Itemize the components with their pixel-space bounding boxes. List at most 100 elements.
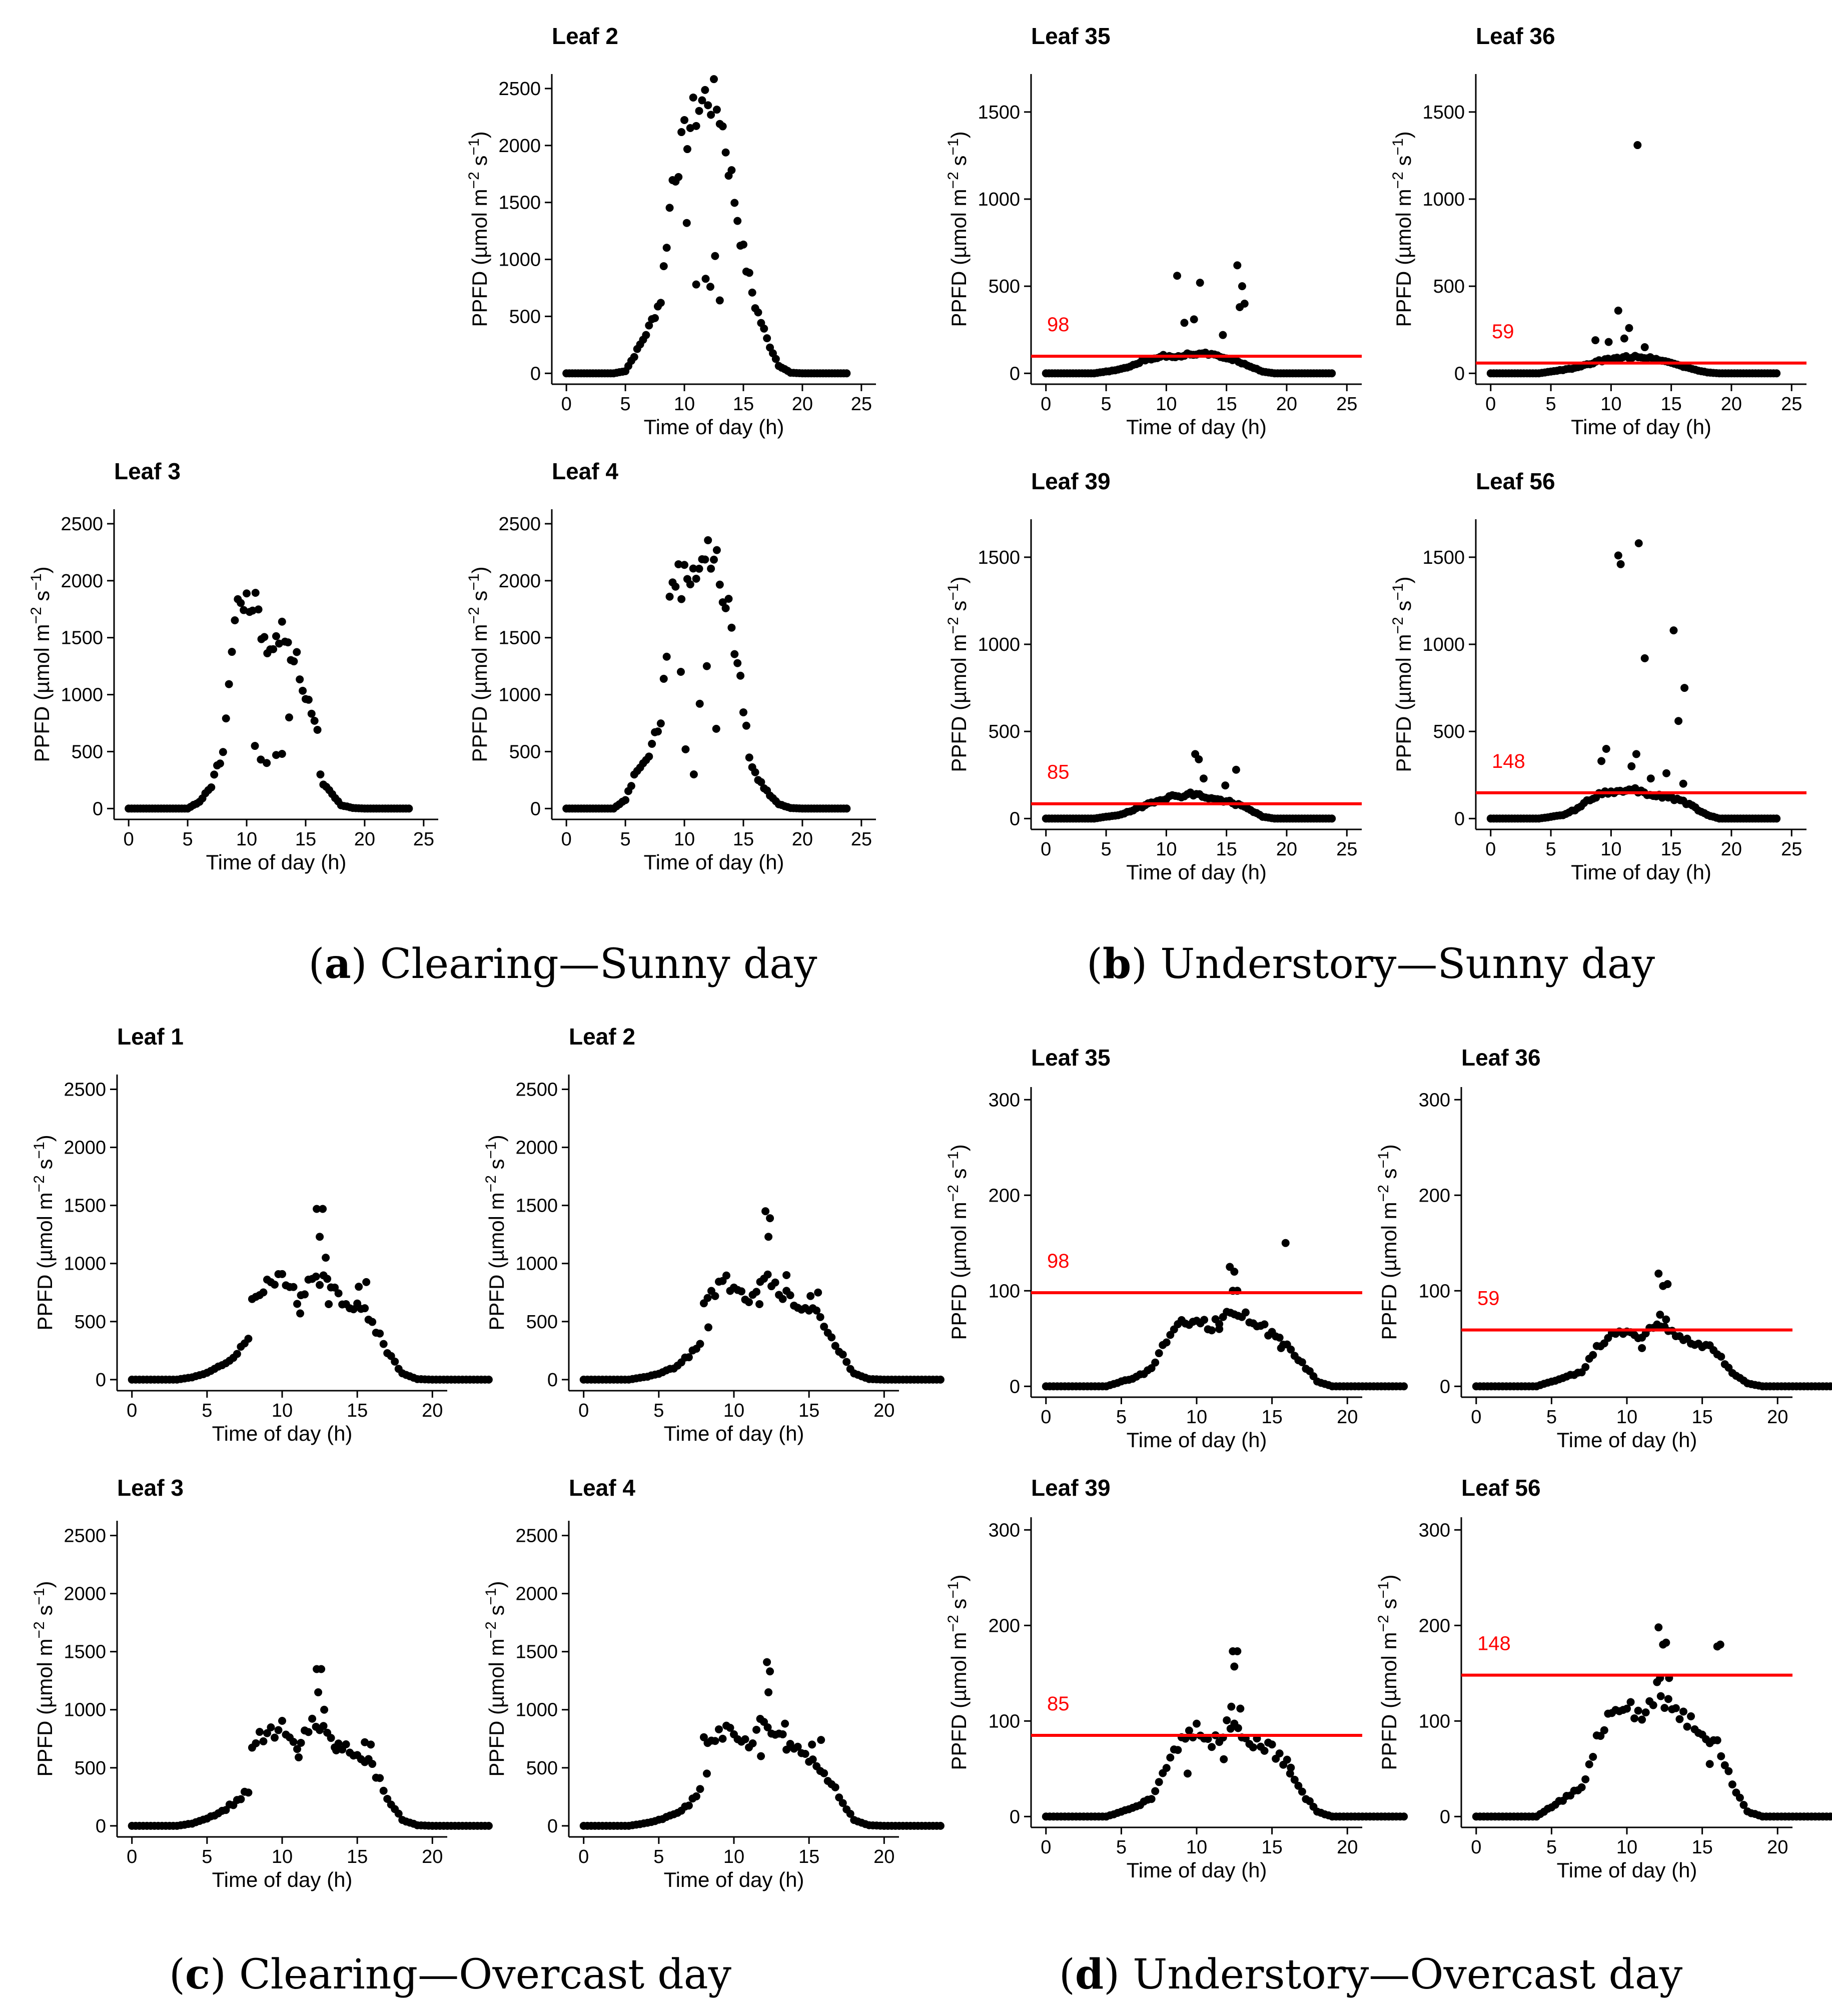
y-tick-label: 2000: [498, 136, 541, 157]
data-point: [662, 652, 671, 661]
data-point: [231, 616, 239, 625]
x-tick-label: 5: [1546, 1407, 1557, 1428]
data-point: [1646, 774, 1655, 783]
y-axis-label: PPFD (µmol m−2 s−1): [945, 1574, 971, 1770]
y-tick-label: 1500: [64, 1196, 106, 1217]
data-point: [1162, 1764, 1171, 1772]
y-axis-label: PPFD (µmol m−2 s−1): [466, 131, 492, 327]
data-point: [718, 1734, 727, 1743]
x-tick-label: 10: [272, 1846, 293, 1867]
data-point: [1298, 1358, 1306, 1367]
data-point: [817, 1736, 825, 1744]
data-point: [296, 1309, 305, 1318]
data-point: [1281, 1239, 1290, 1247]
data-point: [334, 1289, 343, 1298]
data-point: [255, 1728, 264, 1736]
data-point: [361, 1738, 369, 1746]
y-tick-label: 100: [1419, 1281, 1450, 1302]
reference-line-label: 59: [1477, 1288, 1500, 1310]
x-tick-label: 25: [851, 829, 872, 850]
data-point: [367, 1740, 375, 1749]
data-point: [263, 1729, 271, 1737]
panel-b36: Leaf 36 0 500 1000 1500 0 5 10 15 20 25 Time of day…: [1390, 23, 1806, 439]
points: [1042, 750, 1336, 823]
data-point: [1634, 539, 1643, 547]
y-tick-label: 1000: [1422, 189, 1465, 210]
x-tick-label: 5: [202, 1400, 212, 1421]
y-axis-label: PPFD (µmol m−2 s−1): [1390, 576, 1416, 772]
data-point: [730, 199, 739, 207]
y-tick-label: 0: [530, 798, 541, 819]
y-tick-label: 0: [1454, 363, 1465, 384]
data-point: [1675, 1715, 1684, 1723]
data-point: [1208, 1743, 1216, 1751]
panel-title: Leaf 3: [114, 458, 181, 484]
y-tick-label: 1000: [498, 250, 541, 271]
data-point: [405, 804, 413, 813]
data-point: [712, 724, 720, 733]
data-point: [806, 1292, 815, 1300]
data-point: [733, 217, 742, 225]
data-point: [1581, 1775, 1590, 1783]
data-point: [1151, 1787, 1160, 1795]
panel-b39: Leaf 39 0 500 1000 1500 0 5 10 15 20 25 Time of day…: [945, 468, 1362, 884]
y-tick-label: 1000: [64, 1700, 106, 1721]
panel-a2: Leaf 2 0 500 1000 1500 2000 2500 0 5 10 15 20 25 Time…: [466, 23, 876, 439]
data-point: [1826, 1812, 1832, 1821]
data-point: [763, 1723, 772, 1731]
data-point: [1249, 1743, 1257, 1751]
data-point: [314, 1688, 323, 1696]
data-point: [1200, 1316, 1209, 1324]
data-point: [1151, 1358, 1160, 1367]
panel-a3: Leaf 3 0 500 1000 1500 2000 2500 0 5 10 15 20 25 Time…: [28, 458, 438, 874]
data-point: [1275, 1749, 1284, 1758]
x-tick-label: 10: [272, 1400, 293, 1421]
y-tick-label: 0: [1440, 1376, 1450, 1397]
data-point: [760, 324, 768, 333]
panel-title: Leaf 36: [1461, 1045, 1541, 1071]
y-tick-label: 200: [989, 1185, 1020, 1206]
data-point: [1400, 1812, 1408, 1821]
data-point: [1683, 1722, 1691, 1731]
data-point: [319, 1205, 327, 1213]
data-point: [1230, 1268, 1239, 1276]
data-point: [289, 1283, 298, 1291]
data-point: [332, 1746, 341, 1754]
data-point: [299, 686, 307, 695]
data-point: [1830, 1383, 1832, 1390]
data-point: [684, 1801, 693, 1810]
y-tick-label: 0: [1440, 1806, 1450, 1827]
x-tick-label: 5: [1101, 839, 1111, 860]
data-point: [786, 1291, 794, 1300]
data-point: [724, 594, 733, 603]
data-point: [310, 716, 319, 725]
panel-c1: Leaf 1 0 500 1000 1500 2000 2500 0 5 10 15 20 Time o…: [31, 1024, 493, 1445]
x-tick-label: 5: [1116, 1837, 1127, 1858]
data-point: [222, 714, 230, 723]
data-point: [695, 107, 703, 115]
data-point: [1589, 1351, 1597, 1359]
x-tick-label: 20: [873, 1400, 894, 1421]
data-point: [322, 1254, 330, 1262]
data-point: [696, 1340, 704, 1348]
y-tick-label: 1500: [498, 193, 541, 214]
data-point: [1185, 1726, 1193, 1735]
data-point: [831, 1342, 839, 1350]
points: [1486, 539, 1781, 823]
x-tick-label: 15: [1216, 394, 1237, 415]
data-point: [1208, 1326, 1216, 1335]
data-point: [1180, 319, 1189, 327]
y-axis-label: PPFD (µmol m−2 s−1): [945, 1144, 971, 1340]
y-axis-label: PPFD (µmol m−2 s−1): [1375, 1574, 1401, 1770]
data-point: [1597, 757, 1606, 765]
data-point: [692, 1792, 700, 1800]
x-tick-label: 15: [1261, 1837, 1282, 1858]
data-point: [698, 96, 706, 105]
data-point: [1687, 1712, 1695, 1720]
points: [1486, 141, 1781, 378]
data-point: [808, 1740, 816, 1749]
y-tick-label: 1000: [978, 189, 1020, 210]
data-point: [718, 122, 727, 131]
data-point: [334, 1739, 343, 1748]
data-point: [316, 1233, 324, 1241]
